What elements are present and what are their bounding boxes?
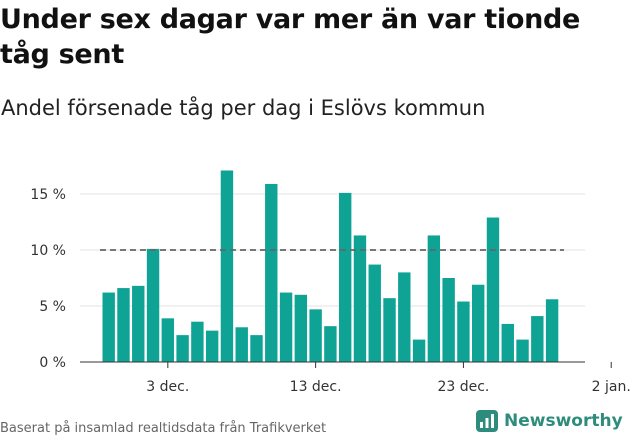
- bar: [353, 235, 367, 362]
- x-tick-label: 3 dec.: [146, 379, 189, 395]
- bar: [220, 170, 234, 362]
- bar: [146, 248, 160, 362]
- bar: [294, 294, 308, 362]
- bar: [531, 316, 544, 362]
- bar: [250, 335, 263, 362]
- bar: [472, 284, 485, 362]
- bar: [324, 326, 337, 362]
- bar: [265, 183, 278, 362]
- bar: [457, 301, 470, 362]
- x-tick-label: 23 dec.: [437, 379, 489, 395]
- bar: [309, 309, 322, 362]
- chart-subtitle: Andel försenade tåg per dag i Eslövs kom…: [1, 96, 486, 120]
- bar: [191, 321, 204, 362]
- x-tick-label: 2 jan.: [592, 379, 631, 395]
- bar: [545, 299, 559, 362]
- bar: [516, 339, 529, 362]
- y-tick-label: 5 %: [39, 299, 66, 315]
- bar-chart: 0 % 5 % 10 % 15 % 3 dec. 13 dec. 23 dec. 2 jan.: [30, 170, 631, 395]
- bar: [486, 217, 500, 362]
- newsworthy-brand[interactable]: Newsworthy: [476, 407, 623, 435]
- bar: [117, 288, 130, 362]
- bar: [398, 272, 411, 362]
- bar: [176, 335, 189, 362]
- bar: [501, 323, 514, 362]
- bar: [235, 327, 248, 362]
- bar: [383, 298, 396, 362]
- bar: [161, 318, 175, 362]
- y-tick-label: 10 %: [30, 243, 66, 259]
- bar: [102, 292, 115, 362]
- source-note: Baserat på insamlad realtidsdata från Tr…: [0, 421, 327, 436]
- bar: [205, 330, 219, 362]
- x-tick-label: 13 dec.: [290, 379, 342, 395]
- bar: [427, 235, 441, 362]
- bar: [132, 285, 145, 362]
- bar: [279, 292, 293, 362]
- y-tick-label: 0 %: [39, 355, 66, 371]
- bar: [412, 339, 426, 362]
- bar: [368, 264, 381, 362]
- newsworthy-logo-icon: [476, 410, 498, 432]
- chart-title: Under sex dagar var mer än var tionde tå…: [0, 4, 581, 70]
- bar: [442, 278, 455, 362]
- y-tick-label: 15 %: [30, 187, 66, 203]
- bar: [338, 192, 352, 362]
- brand-name: Newsworthy: [504, 411, 623, 431]
